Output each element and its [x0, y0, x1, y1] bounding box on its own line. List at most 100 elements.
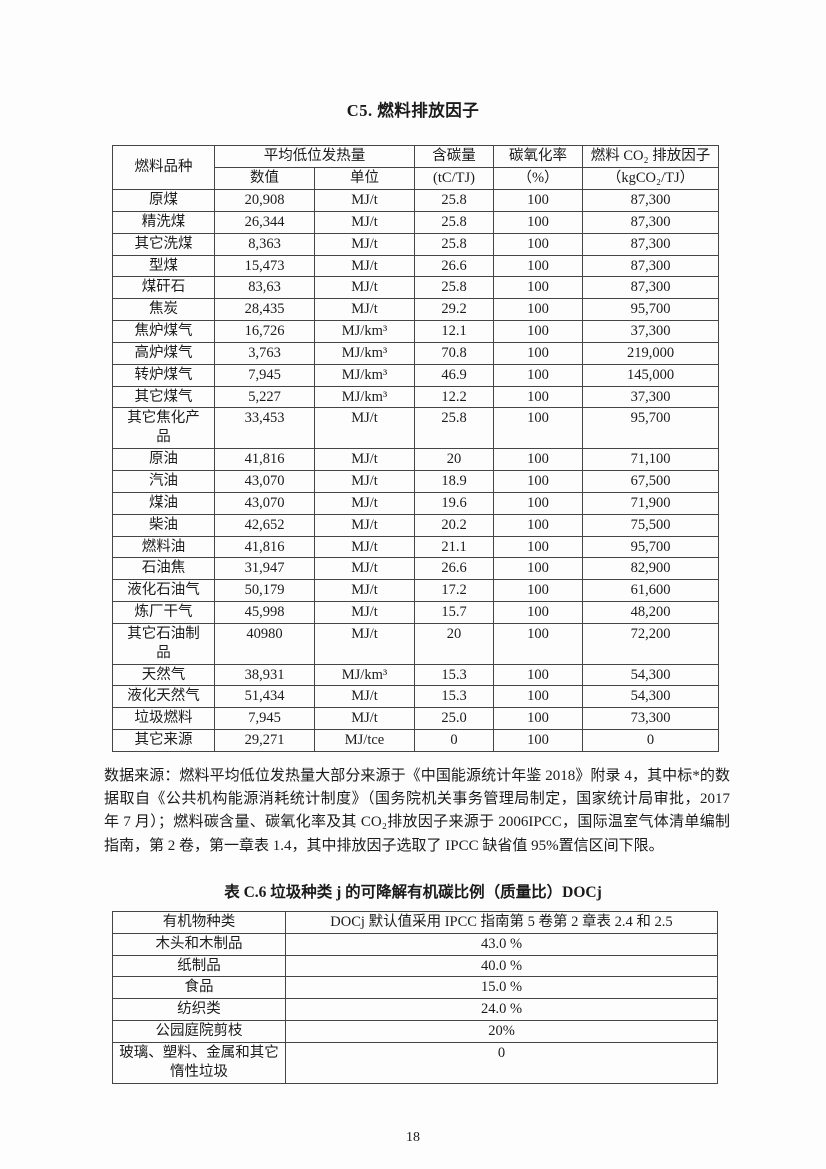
- table-cell: 100: [493, 535, 583, 559]
- table-cell: 0: [582, 729, 719, 752]
- table-cell: 3,763: [214, 341, 315, 365]
- table-cell: 煤矸石: [112, 276, 215, 300]
- table-cell: 100: [493, 363, 583, 387]
- doc-table-body: 木头和木制品 43.0 % 纸制品 40.0 % 食品 15.0 % 纺织类 24.0 % 公园…: [112, 932, 718, 1084]
- table-cell: 原煤: [112, 189, 215, 212]
- table-cell: 43,070: [214, 491, 315, 515]
- header-unit: 单位: [314, 167, 415, 190]
- table-row: 纸制品 40.0 %: [112, 954, 718, 978]
- table-cell: 100: [493, 385, 583, 409]
- table-cell: 73,300: [582, 707, 719, 731]
- table-cell: 12.2: [414, 385, 494, 409]
- table-cell: 15,473: [214, 254, 315, 278]
- table-cell: 公园庭院剪枝: [112, 1020, 286, 1043]
- table-cell: 100: [493, 663, 583, 687]
- table-cell: 100: [493, 320, 583, 343]
- table-cell: 20: [414, 448, 494, 471]
- header-emission-factor: 燃料 CO₂ 排放因子: [582, 145, 719, 168]
- table-cell: MJ/t: [314, 685, 415, 709]
- header-emission-unit: （kgCO₂/TJ）: [582, 167, 719, 190]
- table-cell: MJ/km³: [314, 320, 415, 343]
- table-row: 垃圾燃料 7,945 MJ/t 25.0 100 73,300: [112, 707, 719, 731]
- table-cell: 100: [493, 707, 583, 731]
- table-cell: 25.0: [414, 707, 494, 731]
- table-cell: 18.9: [414, 469, 494, 493]
- table-cell: 82,900: [582, 557, 719, 581]
- table-cell: 42,652: [214, 513, 315, 537]
- table-cell: 其它石油制 品: [112, 622, 215, 665]
- table-row: 汽油 43,070 MJ/t 18.9 100 67,500: [112, 469, 719, 493]
- table-cell: 71,900: [582, 491, 719, 515]
- table-cell: 70.8: [414, 341, 494, 365]
- table-row: 玻璃、塑料、金属和其它 惰性垃圾 0: [112, 1042, 718, 1084]
- table-cell: 25.8: [414, 189, 494, 212]
- table-cell: 100: [493, 254, 583, 278]
- table-cell: 72,200: [582, 622, 719, 665]
- table-cell: 焦炉煤气: [112, 320, 215, 343]
- table-cell: 天然气: [112, 663, 215, 687]
- table-cell: 液化石油气: [112, 579, 215, 603]
- table-cell: 100: [493, 341, 583, 365]
- table-cell: 100: [493, 298, 583, 322]
- table-cell: 100: [493, 407, 583, 450]
- table-cell: 高炉煤气: [112, 341, 215, 365]
- table-cell: 100: [493, 579, 583, 603]
- table-cell: 100: [493, 469, 583, 493]
- table-cell: 100: [493, 685, 583, 709]
- table-row: 高炉煤气 3,763 MJ/km³ 70.8 100 219,000: [112, 341, 719, 365]
- table-row: 石油焦 31,947 MJ/t 26.6 100 82,900: [112, 557, 719, 581]
- table-cell: 26.6: [414, 254, 494, 278]
- table-cell: 43,070: [214, 469, 315, 493]
- table-cell: 50,179: [214, 579, 315, 603]
- table-cell: 0: [285, 1042, 718, 1084]
- table-cell: 100: [493, 210, 583, 234]
- table-cell: 95,700: [582, 407, 719, 450]
- table-row: 天然气 38,931 MJ/km³ 15.3 100 54,300: [112, 663, 719, 687]
- table-cell: 20: [414, 622, 494, 665]
- table-cell: 20,908: [214, 189, 315, 212]
- table-cell: 石油焦: [112, 557, 215, 581]
- header-fuel-type: 燃料品种: [112, 145, 215, 190]
- table-cell: 25.8: [414, 276, 494, 300]
- table-cell: 其它焦化产 品: [112, 407, 215, 450]
- table-cell: 食品: [112, 976, 286, 1000]
- table-cell: 46.9: [414, 363, 494, 387]
- table-cell: 145,000: [582, 363, 719, 387]
- table-cell: 87,300: [582, 254, 719, 278]
- table-cell: 45,998: [214, 601, 315, 624]
- table-cell: 40980: [214, 622, 315, 665]
- table-cell: 柴油: [112, 513, 215, 537]
- fuel-table-header: 燃料品种 平均低位发热量 含碳量 碳氧化率 燃料 CO₂ 排放因子 数值 单位 …: [112, 145, 719, 190]
- table-cell: 型煤: [112, 254, 215, 278]
- table-cell: 100: [493, 729, 583, 752]
- table-cell: 43.0 %: [285, 932, 718, 956]
- table-cell: MJ/km³: [314, 385, 415, 409]
- table-row: 原油 41,816 MJ/t 20 100 71,100: [112, 448, 719, 471]
- table-cell: 转炉煤气: [112, 363, 215, 387]
- table-cell: 15.3: [414, 663, 494, 687]
- table-cell: 精洗煤: [112, 210, 215, 234]
- table-row: 其它石油制 品 40980 MJ/t 20 100 72,200: [112, 622, 719, 665]
- table-cell: 15.0 %: [285, 976, 718, 1000]
- table-cell: 其它来源: [112, 729, 215, 752]
- table-cell: 33,453: [214, 407, 315, 450]
- table-cell: 100: [493, 276, 583, 300]
- table-cell: 0: [414, 729, 494, 752]
- table-cell: 48,200: [582, 601, 719, 624]
- table-cell: 100: [493, 232, 583, 256]
- table-cell: 31,947: [214, 557, 315, 581]
- table-cell: 12.1: [414, 320, 494, 343]
- table-cell: 28,435: [214, 298, 315, 322]
- table-cell: MJ/km³: [314, 363, 415, 387]
- table-cell: 100: [493, 491, 583, 515]
- table-cell: 38,931: [214, 663, 315, 687]
- table-cell: 37,300: [582, 320, 719, 343]
- table-cell: MJ/t: [314, 535, 415, 559]
- header-organic-type: 有机物种类: [112, 910, 286, 934]
- table-cell: MJ/t: [314, 254, 415, 278]
- table-cell: MJ/t: [314, 448, 415, 471]
- table-cell: 7,945: [214, 363, 315, 387]
- table-cell: 原油: [112, 448, 215, 471]
- table-row: 液化天然气 51,434 MJ/t 15.3 100 54,300: [112, 685, 719, 709]
